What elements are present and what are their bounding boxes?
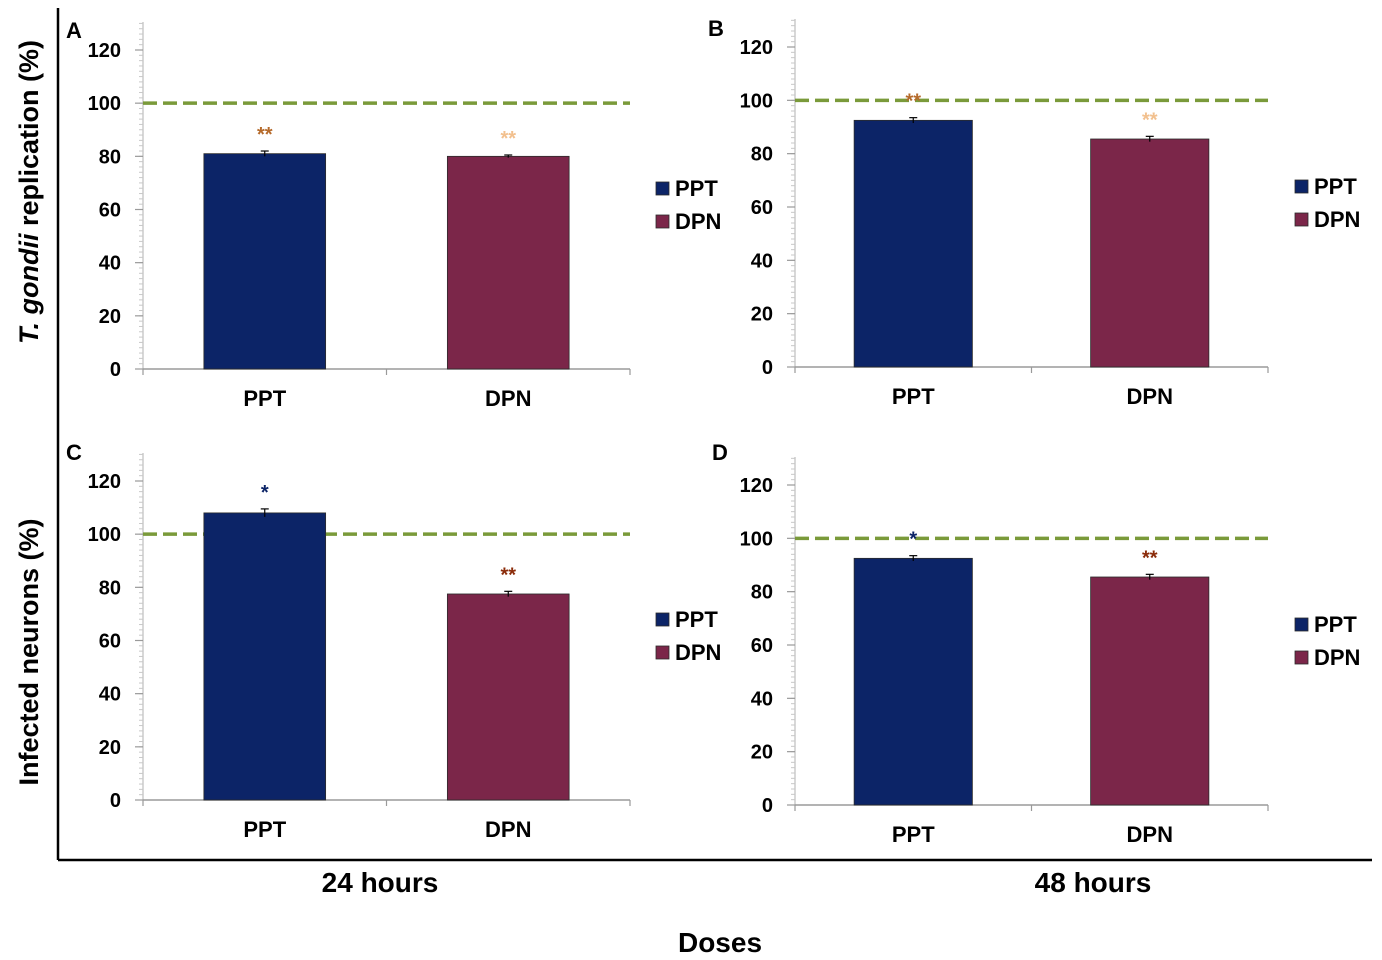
- legend-swatch-ppt: [1294, 617, 1309, 632]
- legend-label-dpn: DPN: [675, 209, 721, 234]
- ylabel-top: T. gondii replication (%): [14, 40, 44, 344]
- y-tick-label: 40: [99, 684, 121, 706]
- y-tick-label: 60: [751, 197, 773, 219]
- y-tick-label: 60: [99, 631, 121, 653]
- bar-dpn: [1090, 138, 1210, 368]
- bar-ppt: [853, 119, 973, 368]
- category-label: DPN: [1127, 822, 1173, 847]
- y-tick-label: 100: [88, 524, 121, 546]
- y-tick-label: 120: [740, 37, 773, 59]
- col-label-48-hours: 48 hours: [1035, 867, 1152, 898]
- category-label: PPT: [243, 386, 286, 411]
- y-tick-label: 100: [740, 90, 773, 112]
- y-tick-label: 80: [751, 144, 773, 166]
- ylabel-top-suffix: replication (%): [14, 40, 44, 234]
- y-tick-label: 120: [88, 40, 121, 62]
- bar-ppt: [853, 557, 973, 806]
- legend-swatch-ppt: [655, 612, 670, 627]
- panel-b: B 0 20 40 60 80 100 120 ** PPT ** DPN PPT DPN: [708, 16, 1360, 409]
- y-tick-label: 40: [751, 688, 773, 710]
- y-tick-label: 100: [88, 93, 121, 115]
- legend-label-dpn: DPN: [1314, 645, 1360, 670]
- panel-a: A 0 20 40 60 80 100 120 ** PPT ** DPN PPT DPN: [66, 18, 721, 411]
- y-tick-label: 40: [751, 250, 773, 272]
- col-label-24-hours: 24 hours: [322, 867, 439, 898]
- y-tick-label: 0: [110, 790, 121, 812]
- y-tick-label: 100: [740, 528, 773, 550]
- bar-ppt: [203, 512, 327, 801]
- significance-stars: **: [500, 564, 516, 586]
- bar-dpn: [1090, 576, 1210, 806]
- legend-swatch-dpn: [1294, 650, 1309, 665]
- y-tick-label: 0: [110, 359, 121, 381]
- y-tick-label: 40: [99, 253, 121, 275]
- panel-letter: B: [708, 16, 724, 41]
- y-tick-label: 60: [751, 635, 773, 657]
- legend-swatch-dpn: [1294, 212, 1309, 227]
- bar-dpn: [446, 155, 570, 370]
- legend-label-ppt: PPT: [675, 607, 718, 632]
- significance-stars: **: [1142, 547, 1158, 569]
- significance-stars: **: [1142, 109, 1158, 131]
- legend-label-ppt: PPT: [1314, 612, 1357, 637]
- panels: A020406080100120**PPT**DPNPPTDPNB0204060…: [66, 16, 1360, 847]
- y-tick-label: 0: [762, 795, 773, 817]
- y-tick-label: 80: [99, 577, 121, 599]
- y-tick-label: 80: [751, 582, 773, 604]
- legend-label-dpn: DPN: [1314, 207, 1360, 232]
- significance-stars: **: [500, 128, 516, 150]
- legend-label-dpn: DPN: [675, 640, 721, 665]
- legend-swatch-ppt: [1294, 179, 1309, 194]
- y-tick-label: 20: [99, 737, 121, 759]
- bar-dpn: [446, 593, 570, 801]
- significance-stars: *: [261, 482, 269, 504]
- significance-stars: **: [257, 124, 273, 146]
- category-label: PPT: [243, 817, 286, 842]
- ylabel-top-prefix: T. gondii: [14, 233, 44, 344]
- y-tick-label: 60: [99, 200, 121, 222]
- panel-letter: C: [66, 440, 82, 465]
- category-label: PPT: [892, 822, 935, 847]
- panel-letter: D: [712, 440, 728, 465]
- legend-label-ppt: PPT: [1314, 174, 1357, 199]
- category-label: DPN: [1127, 384, 1173, 409]
- y-tick-label: 120: [740, 475, 773, 497]
- panel-d: D 0 20 40 60 80 100 120 * PPT ** DPN PPT DPN: [712, 440, 1360, 847]
- ylabel-bottom: Infected neurons (%): [14, 518, 44, 785]
- category-label: DPN: [485, 817, 531, 842]
- y-tick-label: 20: [751, 742, 773, 764]
- y-tick-label: 20: [751, 304, 773, 326]
- y-tick-label: 80: [99, 146, 121, 168]
- category-label: PPT: [892, 384, 935, 409]
- category-label: DPN: [485, 386, 531, 411]
- y-tick-label: 120: [88, 471, 121, 493]
- legend-swatch-dpn: [655, 645, 670, 660]
- significance-stars: **: [905, 91, 921, 113]
- legend-swatch-ppt: [655, 181, 670, 196]
- significance-stars: *: [909, 529, 917, 551]
- panel-letter: A: [66, 18, 82, 43]
- y-tick-label: 0: [762, 357, 773, 379]
- panel-c: C 0 20 40 60 80 100 120 * PPT ** DPN PPT DPN: [66, 440, 721, 842]
- legend-swatch-dpn: [655, 214, 670, 229]
- x-axis-label-doses: Doses: [678, 927, 762, 958]
- y-tick-label: 20: [99, 306, 121, 328]
- legend-label-ppt: PPT: [675, 176, 718, 201]
- bar-ppt: [203, 153, 327, 370]
